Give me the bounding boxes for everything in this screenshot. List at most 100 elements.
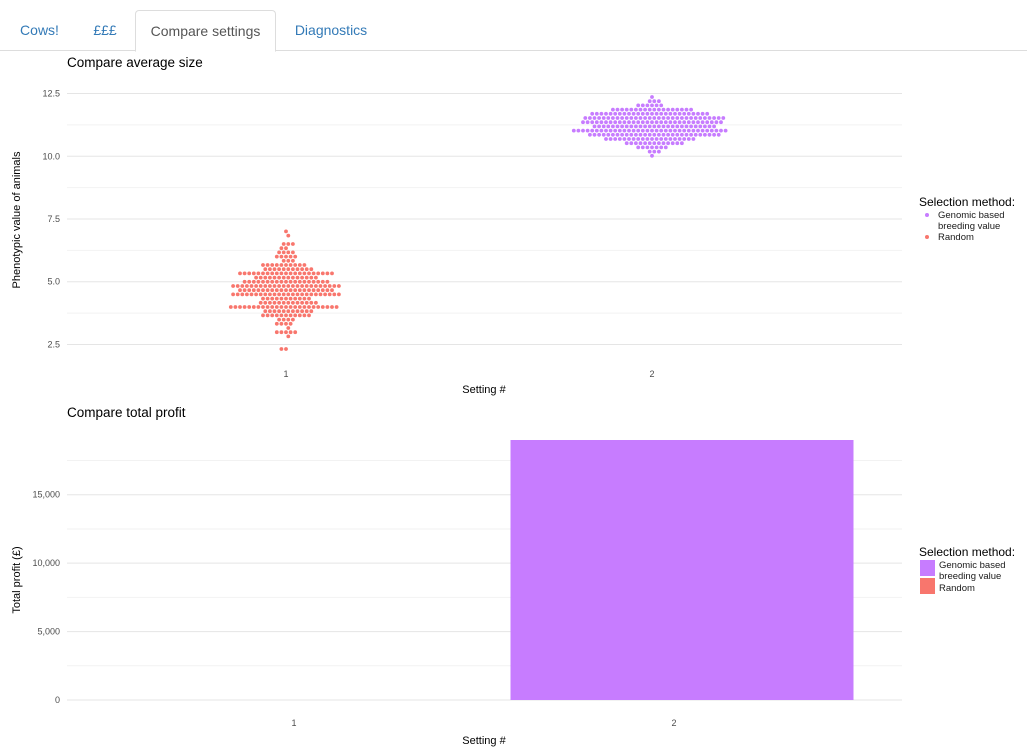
tab-cows[interactable]: Cows! — [20, 22, 59, 38]
data-point — [279, 330, 284, 335]
data-point — [654, 145, 659, 150]
size-legend-key-random — [925, 235, 929, 239]
data-point — [274, 330, 279, 335]
data-point — [668, 128, 673, 133]
data-point — [320, 279, 325, 284]
data-point — [611, 132, 615, 137]
data-point — [286, 258, 291, 263]
data-point — [581, 128, 585, 133]
data-point — [634, 132, 638, 137]
size-chart-title: Compare average size — [67, 55, 203, 70]
data-point — [583, 116, 588, 120]
data-point — [320, 305, 325, 309]
data-point — [300, 309, 304, 314]
data-point — [613, 111, 618, 116]
data-point — [334, 305, 339, 309]
data-point — [279, 279, 284, 284]
data-point — [652, 107, 657, 112]
data-point — [652, 141, 657, 146]
data-point — [293, 263, 298, 267]
data-point — [723, 128, 728, 133]
data-point — [629, 132, 634, 137]
data-point — [604, 128, 608, 133]
data-point — [286, 275, 291, 280]
tab-money[interactable]: £££ — [93, 22, 117, 38]
size-legend-label-random: Random — [938, 232, 974, 243]
tab-compare-settings[interactable]: Compare settings — [135, 10, 276, 52]
data-point — [624, 132, 629, 137]
data-point — [689, 107, 693, 112]
data-point — [270, 288, 275, 293]
data-point — [311, 279, 316, 284]
x-tick-label: 1 — [283, 369, 288, 379]
data-point — [613, 120, 618, 125]
data-point — [645, 103, 650, 108]
data-point — [608, 111, 613, 116]
data-point — [302, 296, 307, 301]
data-point — [604, 111, 608, 116]
data-point — [274, 271, 279, 276]
data-point — [302, 263, 307, 267]
data-point — [256, 288, 261, 293]
data-point — [261, 313, 265, 318]
y-tick-label: 10.0 — [42, 151, 60, 161]
data-point — [307, 279, 311, 284]
data-point — [645, 145, 650, 150]
x-tick-label: 2 — [649, 369, 654, 379]
data-point — [634, 141, 638, 146]
data-point — [256, 305, 261, 309]
profit-legend-key-genomic — [920, 560, 935, 576]
data-point — [302, 288, 307, 293]
data-point — [659, 128, 664, 133]
data-point — [293, 313, 298, 318]
data-point — [638, 141, 643, 146]
tab-diagnostics[interactable]: Diagnostics — [294, 22, 368, 38]
data-point — [666, 124, 670, 129]
data-point — [636, 103, 641, 108]
data-point — [657, 124, 661, 129]
data-point — [707, 132, 712, 137]
data-point — [611, 124, 615, 129]
size-chart: 2.5 5.0 7.5 10.0 12.5 1 2 Setting # Phenotypi… — [11, 89, 1015, 396]
data-point — [325, 288, 330, 293]
data-point — [270, 271, 275, 276]
data-point — [691, 111, 696, 116]
data-point — [631, 128, 636, 133]
data-point — [689, 116, 693, 120]
data-point — [263, 292, 268, 297]
data-point — [291, 242, 295, 246]
data-point — [647, 149, 652, 154]
data-point — [585, 120, 590, 125]
data-point — [640, 145, 645, 150]
data-point — [666, 141, 670, 146]
data-point — [636, 145, 641, 150]
data-point — [640, 103, 645, 108]
data-point — [705, 111, 710, 116]
data-point — [590, 120, 595, 125]
data-point — [309, 309, 314, 314]
data-point — [281, 292, 286, 297]
data-point — [277, 250, 281, 255]
size-chart-ylabel: Phenotypic value of animals — [11, 151, 23, 288]
profit-chart-ylabel: Total profit (£) — [11, 546, 23, 613]
data-point — [673, 120, 677, 125]
data-point — [663, 128, 668, 133]
y-tick-label: 5,000 — [37, 627, 60, 637]
size-legend-label-genomic-line2: breeding value — [938, 221, 1000, 232]
data-point — [302, 305, 307, 309]
data-point — [304, 300, 309, 305]
data-point — [279, 288, 284, 293]
data-point — [281, 300, 286, 305]
profit-chart-title: Compare total profit — [67, 405, 186, 420]
data-point — [677, 111, 682, 116]
data-point — [677, 128, 682, 133]
data-point — [571, 128, 576, 133]
data-point — [670, 132, 675, 137]
data-point — [309, 267, 314, 272]
data-point — [654, 103, 659, 108]
data-point — [327, 292, 332, 297]
data-point — [274, 296, 279, 301]
data-point — [597, 132, 601, 137]
y-tick-label: 7.5 — [47, 214, 60, 224]
data-point — [281, 309, 286, 314]
